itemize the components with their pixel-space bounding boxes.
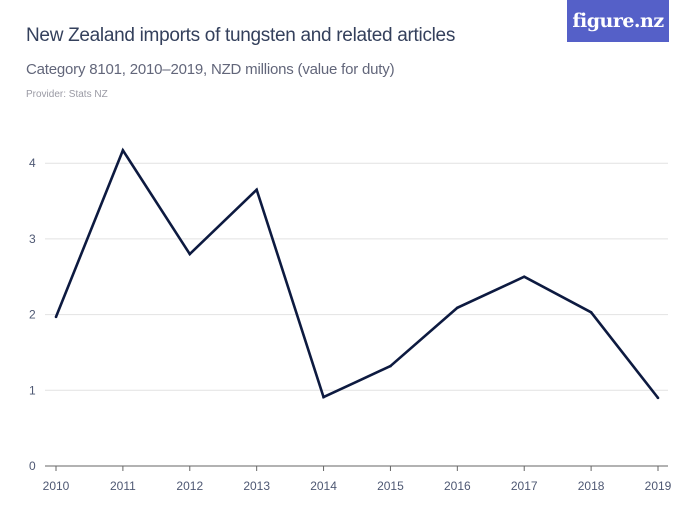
- chart-subtitle: Category 8101, 2010–2019, NZD millions (…: [26, 61, 395, 78]
- y-tick-label: 4: [29, 156, 36, 170]
- provider-note: Provider: Stats NZ: [26, 89, 108, 100]
- data-point: [456, 306, 459, 310]
- data-point: [656, 396, 660, 400]
- y-tick-label: 2: [29, 308, 36, 322]
- series-line: [54, 147, 660, 399]
- x-tick-label: 2018: [578, 479, 605, 493]
- x-tick-label: 2014: [310, 479, 337, 493]
- x-tick-label: 2015: [377, 479, 404, 493]
- data-point: [121, 149, 125, 152]
- x-tick-label: 2019: [645, 479, 672, 493]
- data-point: [54, 315, 58, 319]
- x-tick-label: 2012: [176, 479, 203, 493]
- data-point: [522, 275, 526, 279]
- data-point: [188, 252, 192, 256]
- data-point: [389, 364, 392, 368]
- data-point: [589, 311, 593, 314]
- figure-nz-logo[interactable]: figure.nz: [567, 0, 669, 42]
- x-tick-label: 2013: [243, 479, 270, 493]
- x-tick-label: 2016: [444, 479, 471, 493]
- data-point: [255, 188, 258, 191]
- data-point: [322, 395, 325, 399]
- y-tick-label: 3: [29, 232, 36, 246]
- y-tick-label: 0: [29, 459, 36, 473]
- x-tick-label: 2011: [110, 479, 136, 493]
- x-tick-label: 2017: [511, 479, 538, 493]
- y-tick-label: 1: [29, 383, 36, 397]
- chart-title: New Zealand imports of tungsten and rela…: [26, 25, 456, 46]
- x-tick-label: 2010: [43, 479, 70, 493]
